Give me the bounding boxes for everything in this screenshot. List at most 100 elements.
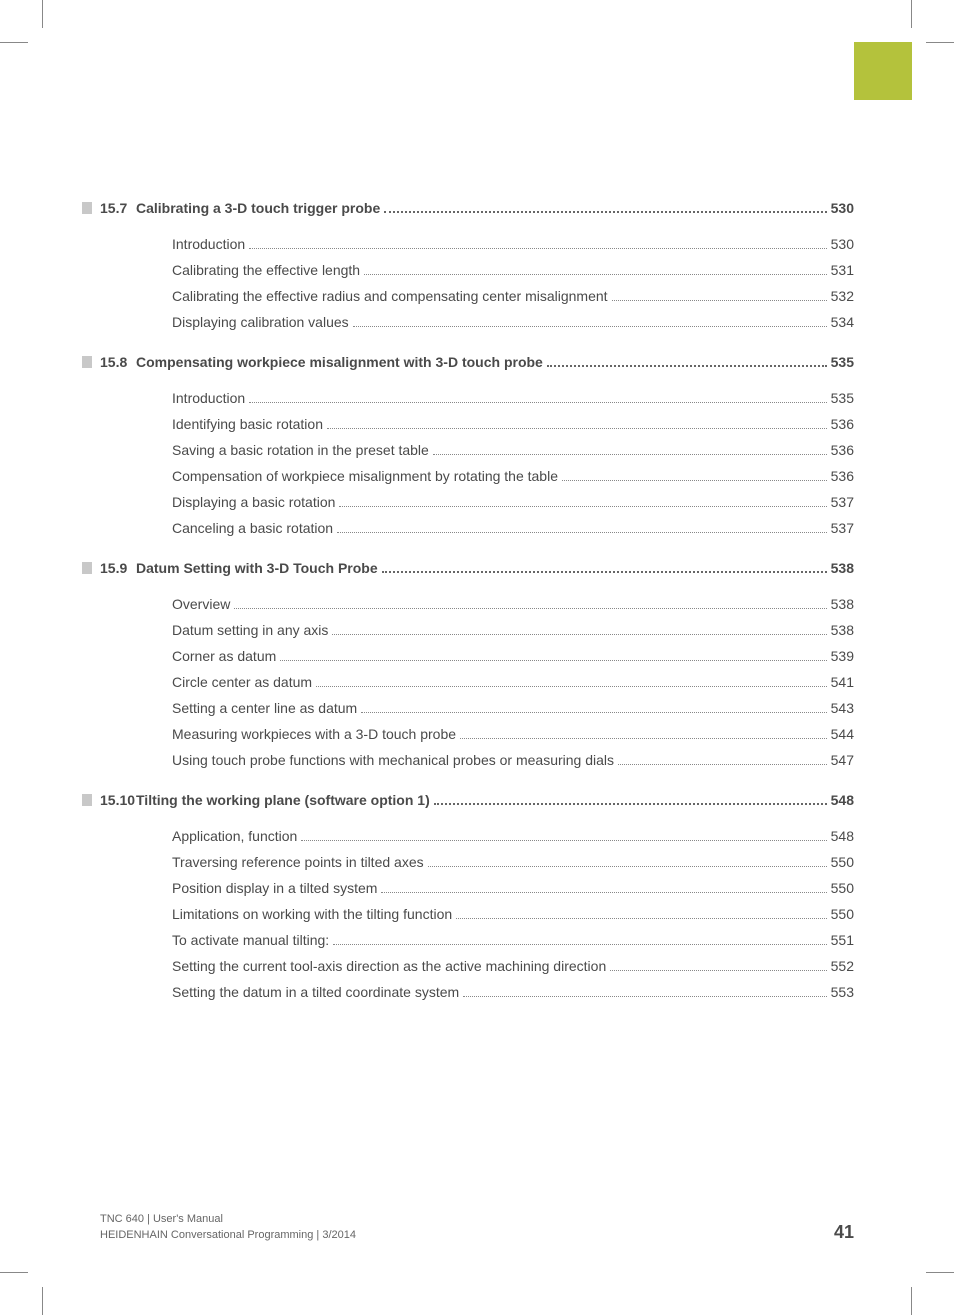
section-title-wrap: Tilting the working plane (software opti… [136, 792, 854, 808]
section-title-wrap: Datum Setting with 3-D Touch Probe538 [136, 560, 854, 576]
dot-leader [234, 608, 826, 609]
dot-leader [433, 454, 827, 455]
entry-title: Calibrating the effective radius and com… [172, 288, 608, 304]
section-number: 15.8 [100, 354, 136, 370]
toc-entry: Corner as datum 539 [172, 648, 854, 664]
crop-mark [926, 42, 954, 43]
toc-entry: Calibrating the effective length531 [172, 262, 854, 278]
entry-page: 544 [831, 726, 854, 742]
dot-leader [337, 532, 827, 533]
crop-mark [911, 0, 912, 28]
dot-leader [280, 660, 826, 661]
entry-page: 539 [831, 648, 854, 664]
sub-entries: Introduction 535 Identifying basic rotatio… [172, 390, 854, 536]
toc-entry: Position display in a tilted system550 [172, 880, 854, 896]
entry-page: 536 [831, 468, 854, 484]
entry-title: Using touch probe functions with mechani… [172, 752, 614, 768]
sub-entries: Application, function 548 Traversing refer… [172, 828, 854, 1000]
dot-leader [332, 634, 826, 635]
entry-title: Corner as datum [172, 648, 276, 664]
toc-entry: Calibrating the effective radius and com… [172, 288, 854, 304]
dot-leader [339, 506, 826, 507]
entry-title: Setting the current tool-axis direction … [172, 958, 606, 974]
section-bar-icon [82, 356, 92, 368]
toc-entry: Displaying calibration values 534 [172, 314, 854, 330]
entry-title: Traversing reference points in tilted ax… [172, 854, 424, 870]
dot-leader [562, 480, 827, 481]
section-page: 530 [831, 200, 854, 216]
entry-title: Displaying a basic rotation [172, 494, 335, 510]
toc-entry: Limitations on working with the tilting … [172, 906, 854, 922]
entry-page: 551 [831, 932, 854, 948]
entry-title: Limitations on working with the tilting … [172, 906, 452, 922]
entry-title: Measuring workpieces with a 3-D touch pr… [172, 726, 456, 742]
entry-title: Canceling a basic rotation [172, 520, 333, 536]
toc-section-header: 15.8Compensating workpiece misalignment … [100, 354, 854, 370]
toc-entry: Overview538 [172, 596, 854, 612]
entry-page: 547 [831, 752, 854, 768]
section-title: Datum Setting with 3-D Touch Probe [136, 560, 378, 576]
section-title: Compensating workpiece misalignment with… [136, 354, 543, 370]
toc-entry: Application, function 548 [172, 828, 854, 844]
footer-text: TNC 640 | User's Manual HEIDENHAIN Conve… [100, 1212, 356, 1243]
entry-page: 535 [831, 390, 854, 406]
toc-entry: To activate manual tilting: 551 [172, 932, 854, 948]
crop-mark [926, 1272, 954, 1273]
toc-entry: Traversing reference points in tilted ax… [172, 854, 854, 870]
toc-section: 15.10Tilting the working plane (software… [100, 792, 854, 1000]
toc-section-header: 15.9Datum Setting with 3-D Touch Probe53… [100, 560, 854, 576]
entry-page: 538 [831, 622, 854, 638]
section-title: Calibrating a 3-D touch trigger probe [136, 200, 380, 216]
crop-mark [42, 0, 43, 28]
section-page: 548 [831, 792, 854, 808]
entry-page: 534 [831, 314, 854, 330]
entry-title: Introduction [172, 390, 245, 406]
toc-entry: Using touch probe functions with mechani… [172, 752, 854, 768]
section-number: 15.7 [100, 200, 136, 216]
crop-mark [911, 1287, 912, 1315]
entry-title: Displaying calibration values [172, 314, 349, 330]
section-bar-icon [82, 562, 92, 574]
dot-leader [333, 944, 826, 945]
dot-leader [361, 712, 826, 713]
dot-leader [327, 428, 827, 429]
toc-entry: Setting the current tool-axis direction … [172, 958, 854, 974]
section-bar-icon [82, 202, 92, 214]
footer-line1: TNC 640 | User's Manual [100, 1212, 356, 1227]
entry-page: 532 [831, 288, 854, 304]
toc-entry: Displaying a basic rotation537 [172, 494, 854, 510]
page-footer: TNC 640 | User's Manual HEIDENHAIN Conve… [100, 1212, 854, 1243]
toc-section: 15.8Compensating workpiece misalignment … [100, 354, 854, 536]
toc-entry: Canceling a basic rotation537 [172, 520, 854, 536]
entry-page: 550 [831, 880, 854, 896]
toc-entry: Identifying basic rotation 536 [172, 416, 854, 432]
entry-title: Identifying basic rotation [172, 416, 323, 432]
entry-page: 553 [831, 984, 854, 1000]
entry-page: 548 [831, 828, 854, 844]
entry-title: Setting the datum in a tilted coordinate… [172, 984, 459, 1000]
entry-title: Circle center as datum [172, 674, 312, 690]
entry-page: 550 [831, 906, 854, 922]
dot-leader [610, 970, 826, 971]
dot-leader [612, 300, 827, 301]
dot-leader [460, 738, 827, 739]
toc-entry: Circle center as datum541 [172, 674, 854, 690]
dot-leader [428, 866, 827, 867]
crop-mark [42, 1287, 43, 1315]
toc-entry: Setting a center line as datum543 [172, 700, 854, 716]
dot-leader [316, 686, 827, 687]
entry-page: 550 [831, 854, 854, 870]
dot-leader [381, 892, 826, 893]
entry-title: Calibrating the effective length [172, 262, 360, 278]
toc-section-header: 15.10Tilting the working plane (software… [100, 792, 854, 808]
entry-title: Application, function [172, 828, 297, 844]
toc-entry: Compensation of workpiece misalignment b… [172, 468, 854, 484]
section-title-wrap: Compensating workpiece misalignment with… [136, 354, 854, 370]
dot-leader [249, 402, 826, 403]
dot-leader [382, 571, 827, 573]
entry-page: 536 [831, 416, 854, 432]
entry-title: To activate manual tilting: [172, 932, 329, 948]
sub-entries: Overview538Datum setting in any axis538C… [172, 596, 854, 768]
entry-page: 552 [831, 958, 854, 974]
section-number: 15.9 [100, 560, 136, 576]
